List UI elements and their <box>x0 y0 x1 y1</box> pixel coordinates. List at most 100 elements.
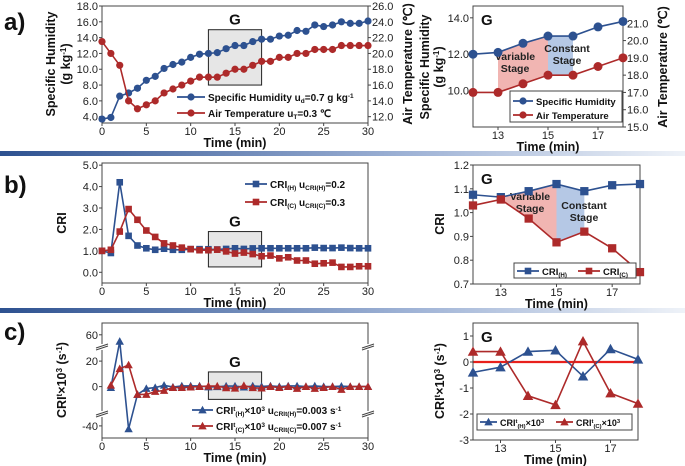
data-point <box>142 384 151 392</box>
data-point <box>275 53 283 61</box>
text-run: ×10 <box>602 418 617 428</box>
data-point <box>205 246 212 254</box>
text-run: Air Temperature u <box>208 109 293 120</box>
x-tick-label: 15 <box>229 286 241 298</box>
data-point <box>550 345 561 355</box>
chart-2: G 0 5 10 15 20 25 30 0.0 1.0 2.0 3.0 4.0 5.0 Time (min… <box>55 160 374 310</box>
data-point <box>195 382 204 390</box>
y2-tick-label: 18.0 <box>372 64 393 76</box>
superscript: -1 <box>348 93 354 100</box>
subscript: (H) <box>558 272 567 279</box>
legend-item: CRI(H) uCRI(H)=0.2 <box>245 180 346 192</box>
data-point <box>151 383 160 391</box>
y-tick-label: 10.0 <box>448 86 469 98</box>
inset-label: G <box>481 171 493 188</box>
zoom-region-label: G <box>229 12 241 29</box>
x-tick-label: 20 <box>273 441 285 453</box>
text-run: ) <box>59 43 73 47</box>
text-run: CRI <box>576 418 592 428</box>
data-point <box>577 335 589 346</box>
stage-label: Stage <box>570 212 599 224</box>
y-tick-label: 1.1 <box>454 184 469 196</box>
data-point <box>178 244 186 251</box>
superscript: t <box>516 419 518 425</box>
axis-break-gap <box>96 344 108 350</box>
data-point <box>284 31 292 39</box>
data-point <box>240 249 248 256</box>
data-point <box>355 262 363 270</box>
data-point <box>266 382 275 390</box>
x-tick-label: 25 <box>318 126 330 138</box>
x-tick-label: 10 <box>185 286 197 298</box>
legend-label: CRIt(H)×103 <box>500 418 545 430</box>
data-point <box>266 57 275 65</box>
data-point <box>493 47 503 57</box>
y-tick-label: 20 <box>86 356 98 368</box>
data-point <box>187 93 195 101</box>
data-point <box>178 58 186 66</box>
data-point <box>284 244 292 252</box>
superscript: t <box>233 422 236 429</box>
y2-tick-label: 18.0 <box>627 70 648 82</box>
data-point <box>186 382 195 391</box>
panel-label-b: b) <box>4 172 27 199</box>
data-point <box>524 214 533 223</box>
legend-label: Air Temperature <box>536 111 609 122</box>
text-run: Time (min) <box>517 140 580 154</box>
data-point <box>230 384 240 392</box>
text-run: Time (min) <box>525 297 588 311</box>
data-point <box>258 252 265 260</box>
data-point <box>258 57 266 65</box>
y-axis-label: (g kg-1) <box>59 43 73 84</box>
y-tick-label: -40 <box>82 421 98 433</box>
data-point <box>107 49 115 58</box>
legend-label: Specific Humidity ud=0.7 g kg-1 <box>208 93 354 105</box>
constant-stage-area <box>548 36 573 76</box>
text-run: ×10 <box>526 418 541 428</box>
superscript: t <box>433 394 442 397</box>
text-run: CRI <box>542 267 558 278</box>
y2-tick-label: 17.0 <box>627 87 648 99</box>
subscript: (H) <box>517 424 525 430</box>
inset-label: G <box>481 329 493 346</box>
data-point <box>134 242 141 249</box>
axis-break-mark <box>361 412 375 418</box>
stage-label: Variable <box>495 51 535 63</box>
data-point <box>231 65 239 73</box>
x-tick-label: 13 <box>492 130 504 142</box>
y-tick-label: 12.0 <box>448 49 469 61</box>
data-point <box>522 390 534 400</box>
data-point <box>496 195 505 204</box>
data-point <box>346 263 354 271</box>
data-point <box>580 187 589 196</box>
x-tick-label: 20 <box>273 286 285 298</box>
panel-label-c: c) <box>4 319 25 346</box>
stage-label: Variable <box>510 191 550 203</box>
superscript: t <box>592 419 594 425</box>
x-tick-label: 5 <box>143 126 149 138</box>
x-axis-label: Time (min) <box>204 136 267 150</box>
data-point <box>467 346 479 356</box>
y-tick-label: 1 <box>463 331 469 343</box>
legend-label: CRI(C) uCRI(C)=0.3 <box>270 198 346 210</box>
data-point <box>124 360 133 369</box>
data-point <box>195 73 204 81</box>
legend-label: CRIt(C)×103 uCRIt(C)=0.007 s-1 <box>216 422 342 434</box>
data-point <box>142 101 150 109</box>
data-point <box>125 205 132 213</box>
y-tick-label: 0.7 <box>454 279 469 291</box>
data-point <box>302 257 310 264</box>
data-point <box>142 390 151 398</box>
legend-item: Specific Humidity <box>513 97 616 108</box>
data-point <box>275 383 284 391</box>
axis-break-mark <box>95 412 109 418</box>
superscript: -1 <box>336 422 342 429</box>
data-point <box>338 263 345 271</box>
y-tick-label: 14.0 <box>77 33 98 45</box>
x-tick-label: 25 <box>318 286 330 298</box>
data-point <box>355 244 363 252</box>
text-run: ) <box>432 46 446 50</box>
x-axis-label: Time (min) <box>204 296 267 310</box>
data-point <box>213 73 221 81</box>
